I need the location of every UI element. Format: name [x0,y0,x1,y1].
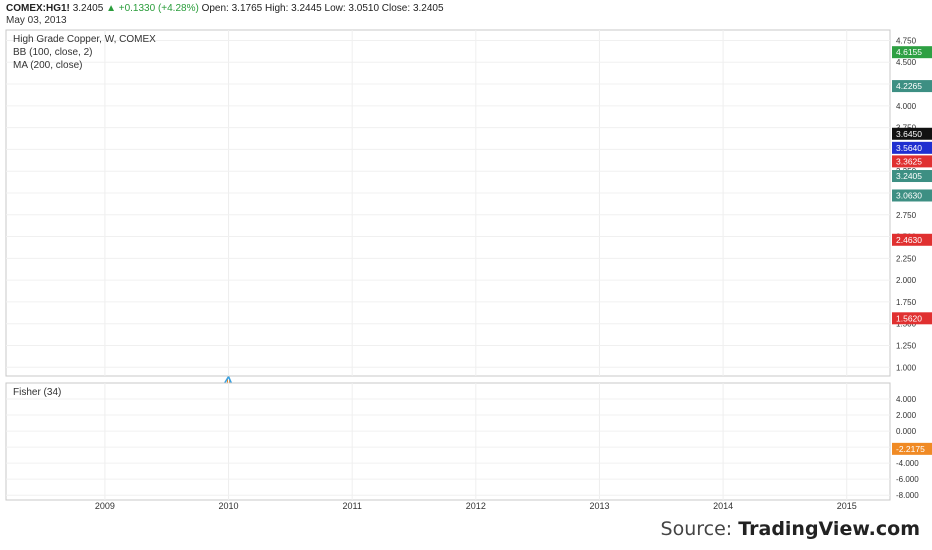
price-label-box [892,312,932,325]
x-tick-label: 2011 [343,501,362,511]
chart-title: High Grade Copper, W, COMEX [13,34,156,45]
close-value: 3.2405 [412,3,444,14]
price-label-box [892,155,932,168]
price-change: +0.1330 (+4.28%) [118,3,199,14]
main-y-tick-label: 2.750 [896,211,917,220]
ma-indicator-legend: MA (200, close) [13,60,83,71]
bar-date: May 03, 2013 [6,15,67,26]
price-label-text: 1.5620 [896,313,922,323]
price-label-box [892,46,932,59]
last-price: 3.2405 [72,3,104,14]
price-label-text: 3.3625 [896,156,922,166]
fisher-price-label-text: -2.2175 [896,444,925,454]
low-value: 3.0510 [348,3,380,14]
fisher-pane-frame [5,382,891,501]
high-value: 3.2445 [291,3,322,14]
up-arrow-icon: ▲ [106,3,116,14]
main-y-tick-label: 1.750 [896,298,917,307]
x-tick-label: 2012 [466,501,486,511]
close-label: Close: [381,3,411,14]
price-label-box [892,141,932,154]
price-label-text: 4.6155 [896,47,922,57]
bb-indicator-legend: BB (100, close, 2) [13,47,93,58]
price-label-box [892,233,932,246]
fisher-y-tick-label: -8.000 [896,491,919,500]
fisher-price-label-box [892,442,932,455]
main-y-tick-label: 4.500 [896,58,917,67]
x-tick-label: 2014 [713,501,733,511]
main-y-tick-label: 4.750 [896,36,917,45]
open-value: 3.1765 [231,3,263,14]
fisher-y-tick-label: 2.000 [896,411,917,420]
price-label-box [892,127,932,140]
main-y-tick-label: 4.000 [896,102,917,111]
fisher-y-tick-label: -4.000 [896,459,919,468]
ticker-line: COMEX:HG1! 3.2405 ▲ +0.1330 (+4.28%) Ope… [6,3,444,14]
price-label-text: 3.6450 [896,129,922,139]
main-y-tick-label: 1.250 [896,341,917,350]
price-label-box [892,80,932,93]
source-brand: TradingView.com [738,518,920,540]
price-label-text: 3.0630 [896,190,922,200]
x-tick-label: 2010 [219,501,239,511]
x-tick-label: 2013 [589,501,609,511]
fisher-y-tick-label: 0.000 [896,427,917,436]
main-pane-frame [5,29,891,377]
fisher-y-tick-label: -6.000 [896,475,919,484]
high-label: High: [265,3,289,14]
price-label-text: 2.4630 [896,235,922,245]
source-credit: Source: TradingView.com [661,518,920,540]
fisher-legend: Fisher (34) [13,387,62,398]
price-label-text: 3.5640 [896,143,922,153]
price-label-box [892,170,932,183]
price-label-text: 4.2265 [896,81,922,91]
open-label: Open: [201,3,229,14]
price-labels: 4.6155 4.2265 3.6450 3.5640 3.3625 3.2405 3.06… [892,46,932,455]
main-y-tick-label: 2.250 [896,254,917,263]
main-y-tick-label: 2.000 [896,276,917,285]
low-label: Low: [324,3,346,14]
x-tick-label: 2015 [837,501,857,511]
price-label-box [892,189,932,202]
x-tick-label: 2009 [95,501,115,511]
price-label-text: 3.2405 [896,171,922,181]
main-y-tick-label: 1.000 [896,363,917,372]
source-prefix: Source: [660,518,739,540]
fisher-y-tick-label: 4.000 [896,395,917,404]
axes: 2009 2010 2011 2012 2013 2014 20154.7504.5004.… [5,29,919,511]
ticker-symbol: COMEX:HG1! [6,3,70,14]
